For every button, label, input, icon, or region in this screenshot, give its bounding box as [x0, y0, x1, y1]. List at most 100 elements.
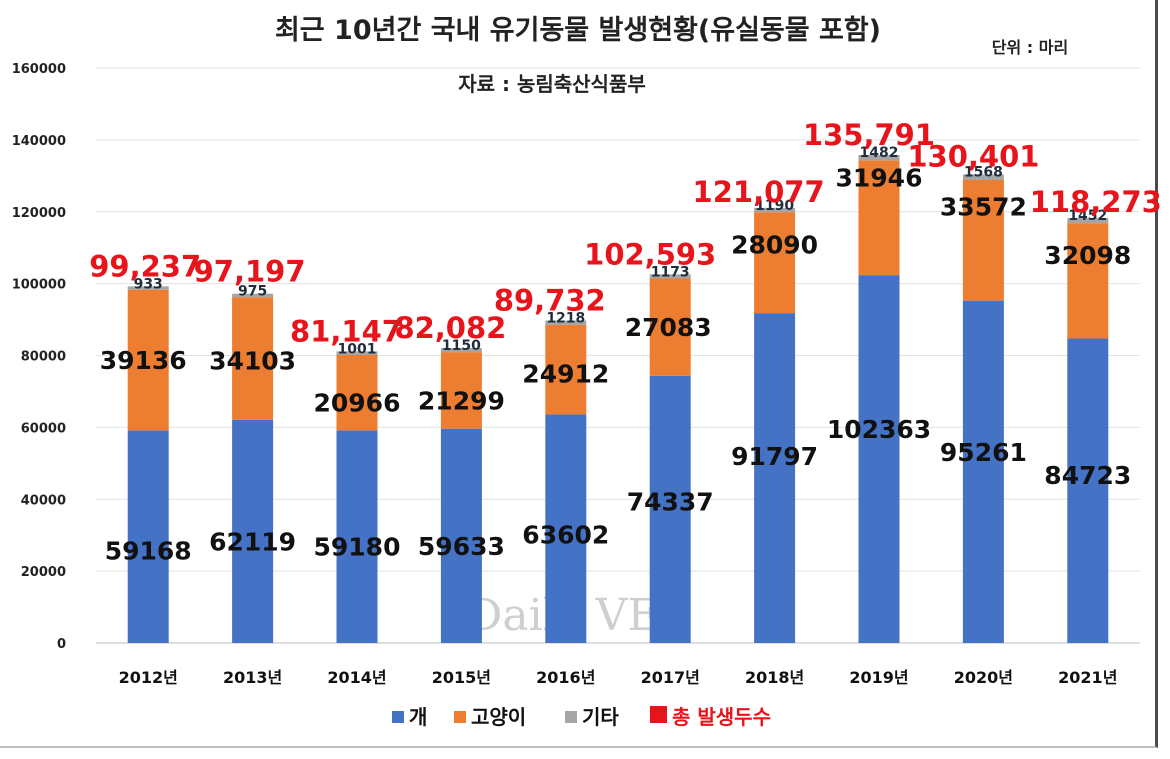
bar-dog — [649, 375, 691, 643]
bar-value-label-small: 1568 — [964, 164, 1003, 180]
bar-cat — [336, 354, 378, 431]
x-tick-label: 2020년 — [954, 668, 1013, 687]
bar-cat — [545, 324, 587, 415]
total-label: 81,147 — [290, 314, 402, 348]
bar-value-label: 59168 — [105, 537, 192, 566]
total-label: 135,791 — [803, 118, 935, 152]
bar-other — [440, 348, 482, 353]
bar-cat — [754, 212, 796, 314]
bar-value-label-small: 933 — [134, 276, 163, 292]
y-tick-label: 20000 — [21, 565, 66, 580]
legend-label: 기타 — [582, 705, 619, 729]
bar-value-label: 32098 — [1044, 241, 1131, 270]
bar-other — [127, 286, 169, 290]
bar-other — [754, 207, 796, 213]
bar-other — [1067, 217, 1109, 224]
x-tick-label: 2018년 — [745, 668, 804, 687]
bar-value-label: 84723 — [1044, 461, 1131, 490]
bar-value-label-small: 975 — [238, 284, 267, 300]
x-tick-label: 2015년 — [432, 668, 491, 687]
bar-value-label-small: 1452 — [1068, 208, 1107, 224]
y-tick-label: 140000 — [12, 134, 66, 149]
bar-value-label: 95261 — [940, 438, 1027, 467]
bar-value-label: 27083 — [625, 313, 712, 342]
legend-label: 개 — [409, 705, 427, 729]
chart-title: 최근 10년간 국내 유기동물 발생현황(유실동물 포함) — [275, 15, 881, 46]
bar-value-label: 74337 — [627, 487, 714, 516]
bar-cat — [962, 180, 1004, 301]
y-tick-label: 160000 — [12, 62, 66, 77]
bar-cat — [127, 289, 169, 431]
bar-cat — [649, 278, 691, 376]
legend: 개 고양이 기타 총 발생두수 — [392, 705, 771, 729]
chart-frame — [0, 0, 1158, 748]
bar-value-label-small: 1173 — [651, 264, 690, 280]
bar-value-label: 59633 — [418, 532, 505, 561]
total-label: 82,082 — [394, 311, 506, 345]
bar-cat — [1067, 223, 1109, 339]
bar-value-label: 24912 — [522, 360, 609, 389]
bar-value-label: 20966 — [314, 389, 401, 418]
bar-dog — [962, 300, 1004, 643]
x-tick-label: 2017년 — [641, 668, 700, 687]
unit-label: 단위 : 마리 — [992, 38, 1068, 57]
bar-value-label: 31946 — [836, 164, 923, 193]
bar-value-label-small: 1218 — [546, 311, 585, 327]
total-label: 99,237 — [89, 249, 201, 283]
bar-dog — [440, 428, 482, 643]
bar-value-label-small: 1001 — [338, 341, 377, 357]
bar-dog — [232, 419, 274, 643]
x-tick-label: 2016년 — [536, 668, 595, 687]
y-tick-label: 40000 — [21, 493, 66, 508]
y-tick-label: 120000 — [12, 206, 66, 221]
bar-dog — [858, 275, 900, 643]
bar-value-label-small: 1150 — [442, 338, 481, 354]
bar-cat — [232, 297, 274, 420]
total-label: 118,273 — [1030, 185, 1162, 219]
bar-value-label: 28090 — [731, 231, 818, 260]
chart-subtitle: 자료 : 농림축산식품부 — [458, 72, 646, 96]
bar-value-label: 62119 — [209, 527, 296, 556]
x-tick-label: 2013년 — [223, 668, 282, 687]
axes: 0 20000 40000 60000 80000 100000 120000 140000 1… — [12, 62, 1118, 687]
bar-value-label: 91797 — [731, 442, 818, 471]
bar-value-label: 33572 — [940, 192, 1027, 221]
bar-other — [545, 320, 587, 325]
total-label: 130,401 — [907, 139, 1039, 173]
bar-value-label: 102363 — [827, 415, 931, 444]
bar-other — [962, 174, 1004, 181]
legend-swatch — [454, 711, 466, 723]
total-label: 102,593 — [584, 237, 716, 271]
x-tick-label: 2014년 — [327, 668, 386, 687]
bar-other — [336, 351, 378, 355]
y-tick-label: 100000 — [12, 278, 66, 293]
x-tick-label: 2012년 — [119, 668, 178, 687]
bar-dog — [127, 430, 169, 643]
bar-value-label-small: 1482 — [860, 145, 899, 161]
bar-dog — [754, 313, 796, 643]
y-tick-label: 80000 — [21, 350, 66, 365]
bar-other — [232, 293, 274, 298]
bar-value-label: 39136 — [100, 346, 187, 375]
x-tick-label: 2019년 — [849, 668, 908, 687]
bar-other — [649, 274, 691, 279]
total-label: 89,732 — [494, 284, 606, 318]
legend-swatch — [392, 711, 404, 723]
bar-other — [858, 155, 900, 161]
bar-cat — [440, 352, 482, 429]
bar-value-label-small: 1190 — [755, 198, 794, 214]
bars — [127, 155, 1109, 643]
legend-swatch — [565, 711, 577, 723]
y-tick-label: 0 — [57, 637, 66, 652]
bar-dog — [545, 414, 587, 643]
legend-swatch — [650, 706, 667, 723]
y-tick-label: 60000 — [21, 421, 66, 436]
bar-value-label: 59180 — [314, 533, 401, 562]
bar-value-label: 21299 — [418, 386, 505, 415]
total-label: 121,077 — [693, 175, 825, 209]
bar-dog — [336, 430, 378, 643]
total-label: 97,197 — [194, 255, 306, 289]
bar-cat — [858, 160, 900, 276]
x-tick-label: 2021년 — [1058, 668, 1117, 687]
